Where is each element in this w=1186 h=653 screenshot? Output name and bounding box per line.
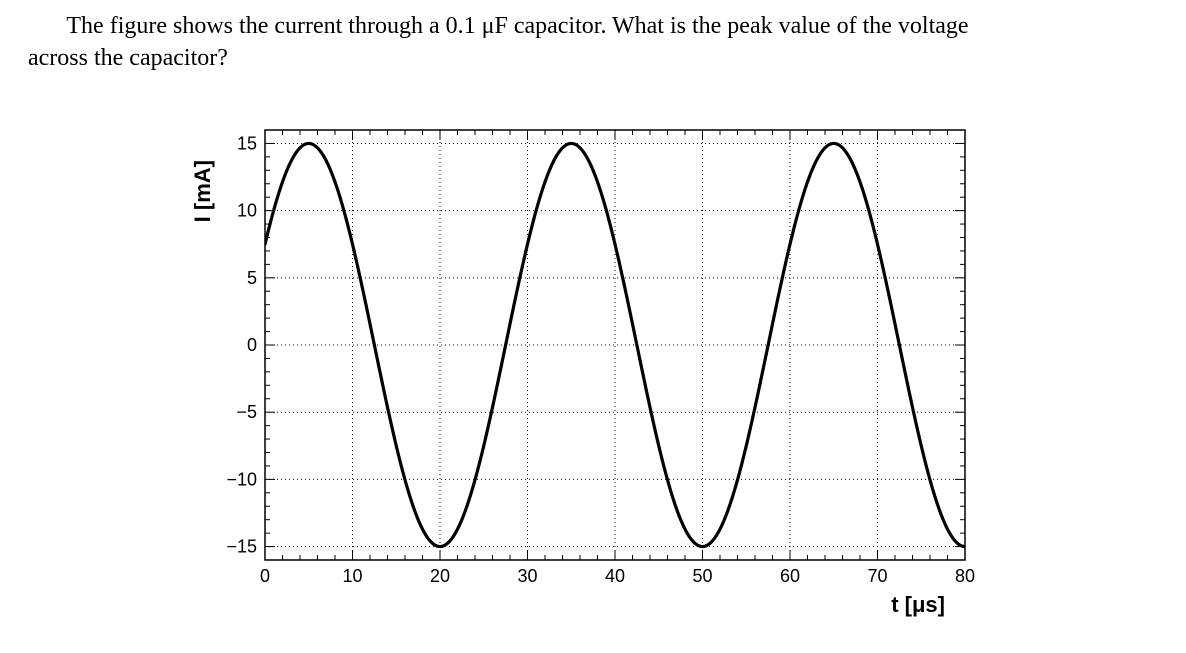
- x-tick-label: 10: [342, 566, 362, 586]
- question-line-1: The figure shows the current through a 0…: [66, 13, 968, 39]
- page: The figure shows the current through a 0…: [0, 0, 1186, 653]
- x-tick-label: 80: [955, 566, 975, 586]
- y-tick-label: 5: [247, 268, 257, 288]
- question-line-2: across the capacitor?: [28, 45, 228, 71]
- y-tick-label: 15: [237, 133, 257, 153]
- x-tick-label: 70: [867, 566, 887, 586]
- y-axis-label: I [mA]: [190, 160, 215, 222]
- x-tick-label: 40: [605, 566, 625, 586]
- y-tick-label: 10: [237, 201, 257, 221]
- x-tick-label: 30: [517, 566, 537, 586]
- x-tick-label: 50: [692, 566, 712, 586]
- y-tick-label: 0: [247, 335, 257, 355]
- x-axis-label: t [μs]: [891, 592, 945, 617]
- y-tick-label: −10: [226, 469, 257, 489]
- current-chart: 0 10 20 30 40 50 60 70 80 −15 −10 −5 0 5 10 15 t [μs] I […: [170, 120, 990, 630]
- x-tick-label: 0: [260, 566, 270, 586]
- x-tick-label: 60: [780, 566, 800, 586]
- y-tick-label: −15: [226, 537, 257, 557]
- question-line-2-wrap: across the capacitor?: [28, 42, 228, 74]
- question-text: The figure shows the current through a 0…: [28, 10, 1158, 75]
- chart-svg: 0 10 20 30 40 50 60 70 80 −15 −10 −5 0 5 10 15 t [μs] I […: [170, 120, 990, 630]
- y-tick-label: −5: [236, 402, 257, 422]
- x-tick-label: 20: [430, 566, 450, 586]
